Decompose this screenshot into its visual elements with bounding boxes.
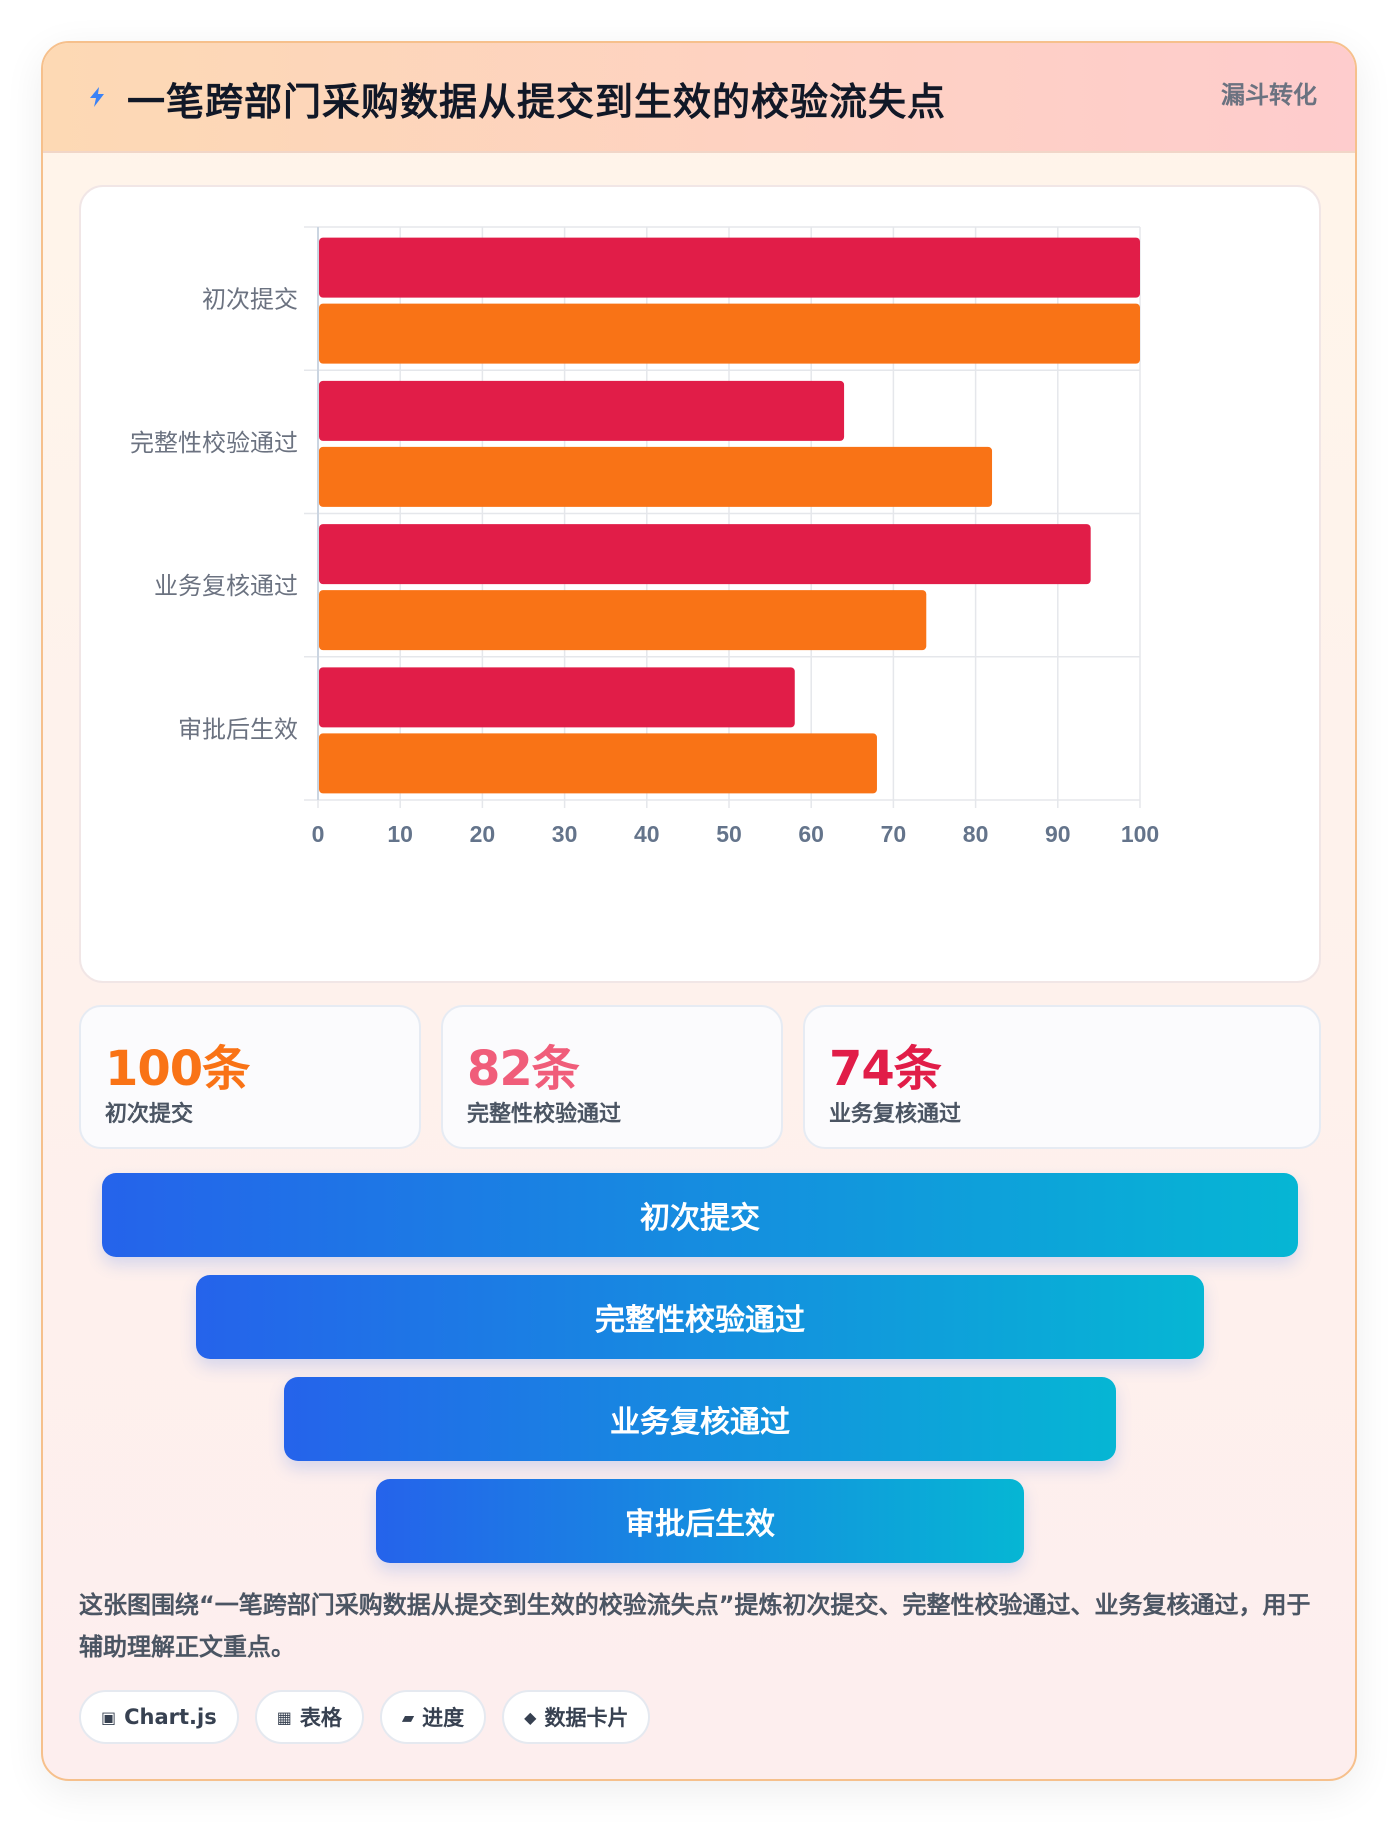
x-tick-label: 50 [716,821,742,847]
bar-series2-0 [319,303,1140,364]
stat-value: 100条 [105,1041,250,1097]
tag-label: 进度 [422,1706,465,1730]
stat-value: 74条 [829,1041,942,1097]
x-tick-label: 80 [963,821,989,847]
y-tick-label: 审批后生效 [178,715,298,743]
funnel-stage-effective: 审批后生效 [376,1479,1024,1563]
bar-series2-3 [319,733,877,794]
bar-chart-panel: 初次提交完整性校验通过业务复核通过审批后生效 0 10 20 30 40 50 60 70 80 9… [79,185,1321,983]
stat-card-review: 74条 业务复核通过 [803,1005,1321,1149]
progress-icon: ▰ [401,1707,415,1727]
y-tick-label: 完整性校验通过 [130,429,298,457]
diamond-icon: ◆ [524,1707,537,1727]
chart-icon: ▣ [101,1707,117,1727]
page-title: 一笔跨部门采购数据从提交到生效的校验流失点 [127,80,947,124]
bar-series1-1 [319,380,845,441]
funnel-stage-integrity: 完整性校验通过 [196,1275,1204,1359]
bar-series2-1 [319,446,993,507]
tag-label: 数据卡片 [544,1706,629,1730]
tag-chartjs[interactable]: ▣ Chart.js [79,1690,239,1744]
tag-progress[interactable]: ▰ 进度 [379,1690,487,1744]
x-tick-label: 0 [312,821,325,847]
x-tick-label: 90 [1045,821,1071,847]
x-tick-label: 60 [798,821,824,847]
tag-label: Chart.js [124,1705,217,1729]
y-tick-label: 业务复核通过 [154,572,298,600]
y-tick-label: 初次提交 [202,286,298,314]
bar-series2-2 [319,590,927,651]
bar-series1-3 [319,667,795,728]
stat-card-submitted: 100条 初次提交 [79,1005,421,1149]
tag-data-card[interactable]: ◆ 数据卡片 [502,1690,651,1744]
stat-label: 业务复核通过 [829,1102,962,1127]
lightning-icon [90,87,104,107]
bar-series1-0 [319,237,1140,298]
stat-value: 82条 [467,1041,580,1097]
bar-series1-2 [319,524,1091,585]
x-tick-label: 20 [470,821,496,847]
table-icon: ▦ [276,1707,292,1727]
stat-label: 初次提交 [105,1102,194,1127]
x-tick-label: 70 [881,821,907,847]
x-tick-label: 30 [552,821,578,847]
card-header: 一笔跨部门采购数据从提交到生效的校验流失点 漏斗转化 [43,43,1355,153]
tag-table[interactable]: ▦ 表格 [254,1690,364,1744]
chart-description: 这张图围绕“一笔跨部门采购数据从提交到生效的校验流失点”提炼初次提交、完整性校验… [79,1591,1311,1661]
category-badge: 漏斗转化 [1221,81,1317,109]
stat-label: 完整性校验通过 [467,1102,622,1127]
x-tick-label: 40 [634,821,660,847]
tag-list: ▣ Chart.js ▦ 表格 ▰ 进度 ◆ 数据卡片 [79,1690,651,1748]
tag-label: 表格 [299,1706,342,1730]
funnel-stage-review: 业务复核通过 [284,1377,1116,1461]
stat-card-integrity: 82条 完整性校验通过 [441,1005,783,1149]
chart-card: 一笔跨部门采购数据从提交到生效的校验流失点 漏斗转化 初次提交 完整性校验通过 业务… [41,41,1357,1781]
x-tick-label: 10 [387,821,413,847]
funnel-stage-submitted: 初次提交 [102,1173,1298,1257]
x-tick-label: 100 [1121,821,1159,847]
